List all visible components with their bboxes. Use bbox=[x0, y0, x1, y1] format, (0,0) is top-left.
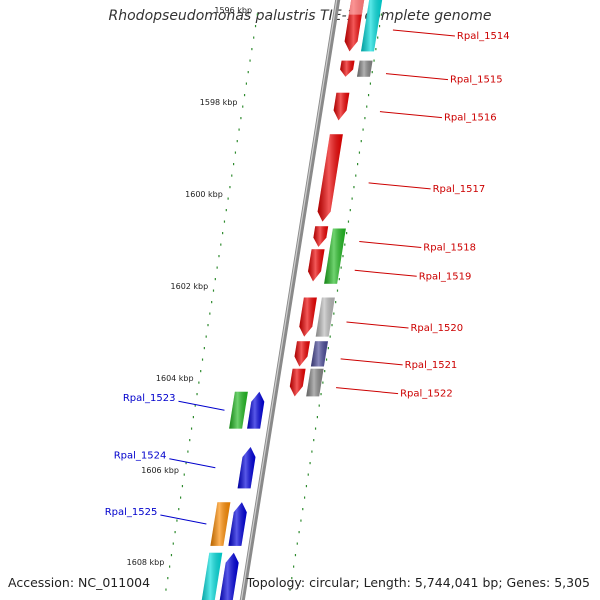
reverse-gene-label: Rpal_1523 bbox=[123, 393, 176, 404]
tick-layer: 1596 kbp 1598 kbp 1600 kbp 1602 kbp 1604 kbp… bbox=[127, 6, 382, 591]
forward-gene-arrow-shade bbox=[308, 249, 325, 282]
label-layer: Rpal_1514 Rpal_1515 Rpal_1516 Rpal_1517 Rpal… bbox=[105, 29, 510, 525]
forward-gene-leader bbox=[392, 29, 455, 37]
forward-gene-leader bbox=[354, 269, 417, 277]
forward-gene-label: Rpal_1518 bbox=[423, 243, 476, 254]
forward-gene-fade bbox=[348, 0, 365, 15]
forward-cog-box-shade bbox=[310, 341, 328, 367]
forward-gene-arrow-shade bbox=[294, 341, 310, 367]
forward-gene-label: Rpal_1516 bbox=[444, 113, 497, 124]
forward-gene-label: Rpal_1519 bbox=[419, 271, 472, 282]
gene-layer bbox=[201, 0, 383, 600]
accession-text: Accession: NC_011004 bbox=[8, 575, 151, 590]
forward-gene-leader bbox=[359, 241, 422, 249]
kbp-tick-label: 1606 kbp bbox=[141, 466, 179, 475]
forward-gene-label: Rpal_1517 bbox=[433, 184, 486, 195]
reverse-gene-leader bbox=[160, 514, 207, 525]
reverse-gene-arrow-shade bbox=[247, 391, 265, 429]
reverse-cog-box-shade bbox=[201, 552, 223, 600]
genome-backbone-highlight bbox=[240, 0, 338, 600]
reverse-gene-arrow-shade bbox=[237, 447, 256, 489]
forward-gene-leader bbox=[368, 182, 431, 190]
backbone-layer bbox=[239, 0, 341, 600]
forward-gene-leader bbox=[346, 321, 409, 329]
forward-gene-arrow-shade bbox=[317, 134, 343, 222]
forward-gene-label: Rpal_1520 bbox=[410, 323, 463, 334]
forward-cog-box-shade bbox=[306, 368, 324, 397]
forward-gene-leader bbox=[385, 73, 449, 81]
forward-gene-label: Rpal_1522 bbox=[400, 389, 453, 400]
forward-gene-arrow-shade bbox=[313, 226, 329, 247]
reverse-gene-label: Rpal_1525 bbox=[105, 507, 158, 518]
forward-gene-leader bbox=[336, 387, 399, 395]
kbp-tick-label: 1598 kbp bbox=[200, 98, 238, 107]
topology-text: Topology: circular; Length: 5,744,041 bp… bbox=[246, 575, 590, 590]
forward-gene-label: Rpal_1514 bbox=[457, 31, 510, 42]
reverse-gene-leader bbox=[178, 400, 225, 411]
kbp-tick-label: 1604 kbp bbox=[156, 374, 194, 383]
forward-gene-leader bbox=[340, 358, 403, 366]
forward-gene-leader bbox=[379, 111, 442, 119]
kbp-tick-label: 1596 kbp bbox=[214, 6, 252, 15]
forward-gene-arrow-shade bbox=[299, 297, 317, 337]
kbp-tick-label: 1608 kbp bbox=[127, 558, 165, 567]
kbp-tick-label: 1600 kbp bbox=[185, 190, 223, 199]
kbp-tick-label: 1602 kbp bbox=[171, 282, 209, 291]
genome-backbone bbox=[239, 0, 341, 600]
forward-gene-label: Rpal_1521 bbox=[405, 360, 458, 371]
forward-gene-arrow-shade bbox=[289, 368, 306, 397]
reverse-cog-box-shade bbox=[229, 391, 248, 429]
map-title: Rhodopseudomonas palustris TIE-1, comple… bbox=[108, 8, 492, 24]
reverse-cog-box-shade bbox=[210, 502, 231, 546]
forward-cog-box-shade bbox=[324, 228, 346, 284]
reverse-gene-label: Rpal_1524 bbox=[114, 451, 167, 462]
forward-cog-box-shade bbox=[357, 60, 373, 77]
forward-gene-arrow-shade bbox=[340, 60, 355, 77]
forward-gene-arrow-shade bbox=[333, 92, 350, 121]
reverse-gene-arrow-shade bbox=[228, 502, 247, 546]
reverse-gene-arrow-shade bbox=[219, 552, 239, 600]
reverse-gene-leader bbox=[169, 458, 216, 469]
forward-cog-box-shade bbox=[315, 297, 335, 337]
forward-gene-label: Rpal_1515 bbox=[450, 75, 503, 86]
forward-cog-box-shade bbox=[361, 0, 383, 52]
